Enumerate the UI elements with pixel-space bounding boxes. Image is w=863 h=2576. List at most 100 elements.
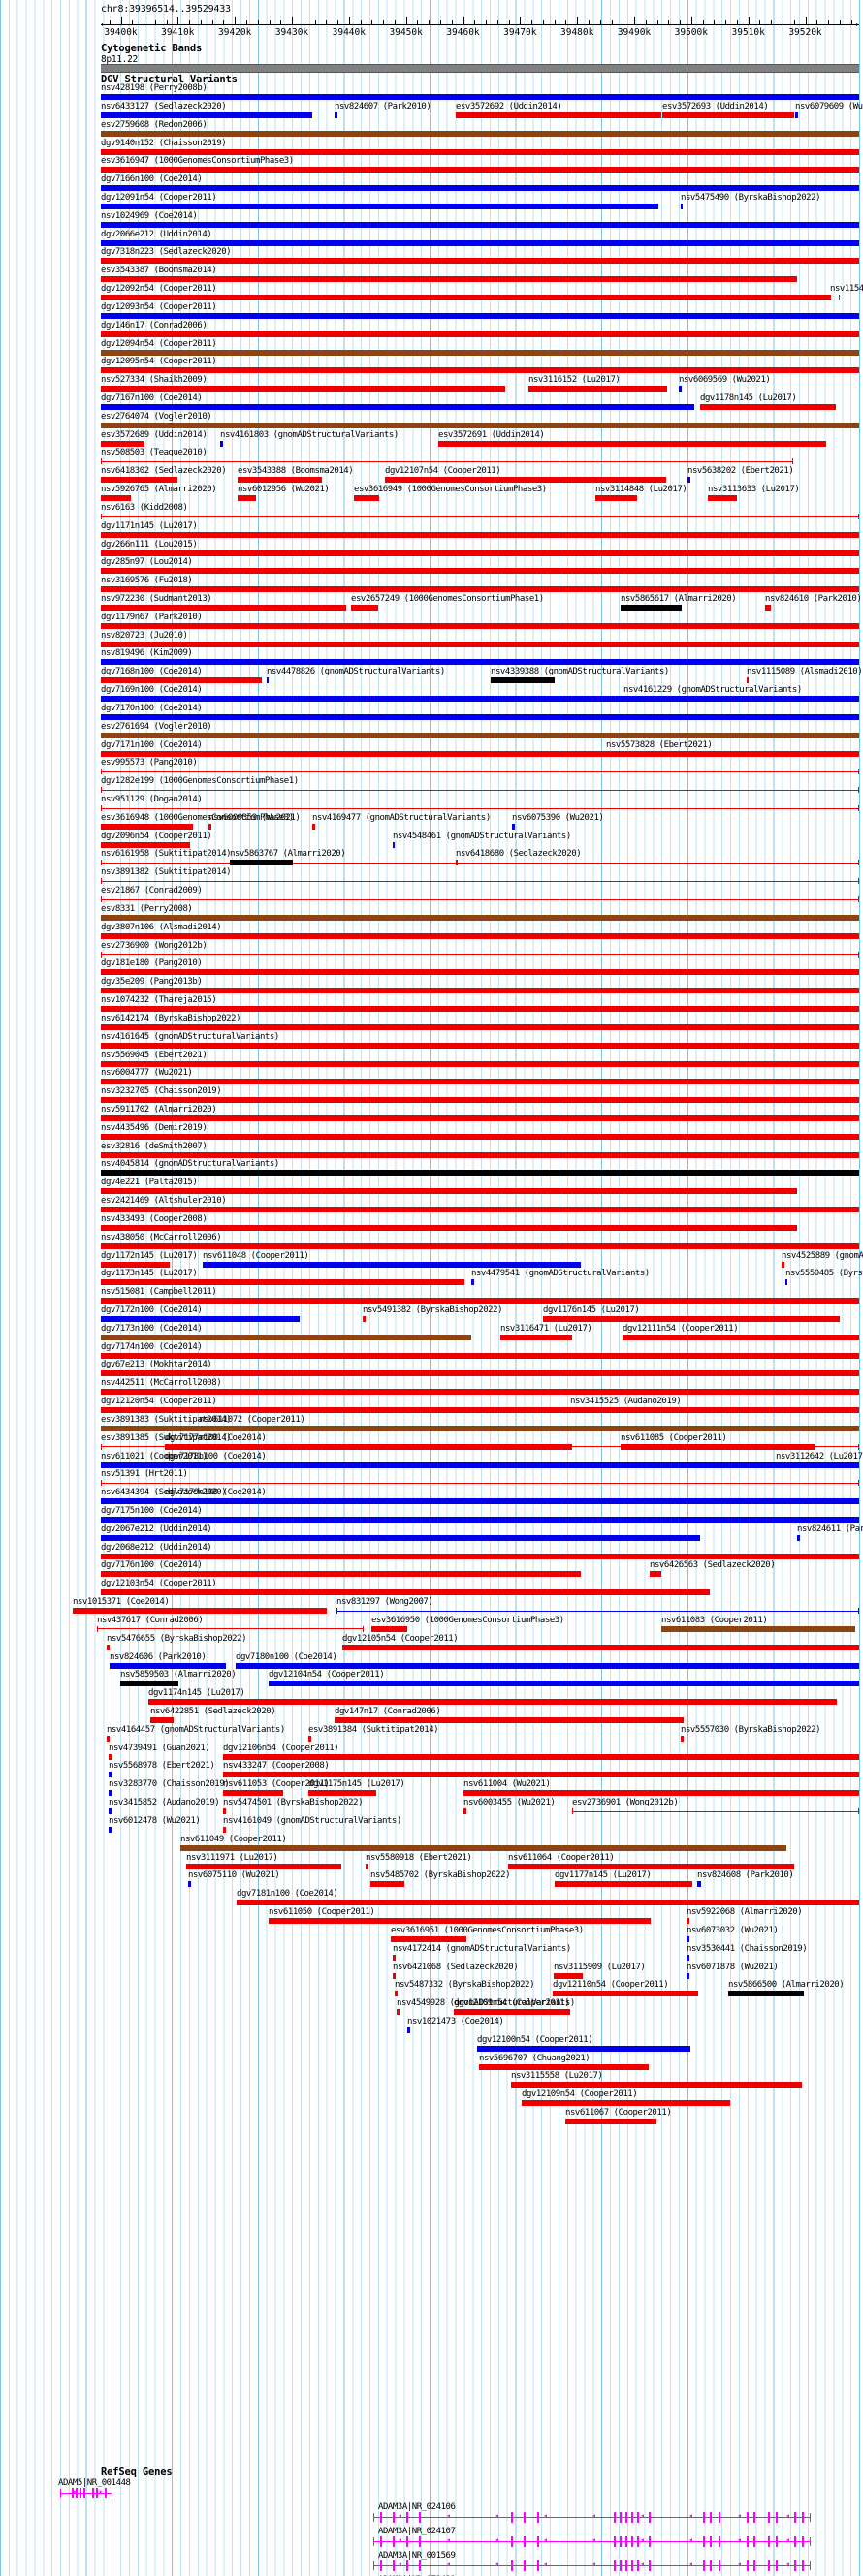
gene-exon[interactable] bbox=[536, 2560, 539, 2571]
gene-exon[interactable] bbox=[718, 2536, 720, 2547]
variant-bar[interactable] bbox=[395, 1991, 398, 1997]
gene-exon[interactable] bbox=[405, 2536, 408, 2547]
variant-bar[interactable] bbox=[393, 1954, 396, 1961]
variant-bar[interactable] bbox=[97, 1628, 364, 1630]
variant-bar[interactable] bbox=[101, 1517, 859, 1523]
variant-bar[interactable] bbox=[785, 1279, 787, 1286]
variant-bar[interactable] bbox=[101, 94, 859, 100]
variant-bar[interactable] bbox=[148, 1699, 837, 1706]
variant-bar[interactable] bbox=[681, 203, 683, 209]
variant-bar[interactable] bbox=[101, 1352, 859, 1359]
gene-exon[interactable] bbox=[536, 2512, 539, 2523]
variant-bar[interactable] bbox=[180, 1844, 786, 1851]
variant-bar[interactable] bbox=[335, 1717, 684, 1723]
variant-bar[interactable] bbox=[101, 1133, 859, 1140]
variant-bar[interactable] bbox=[101, 312, 859, 319]
variant-bar[interactable] bbox=[101, 841, 190, 848]
variant-bar[interactable] bbox=[165, 1461, 743, 1468]
variant-bar[interactable] bbox=[312, 823, 315, 830]
gene-exon[interactable] bbox=[630, 2512, 633, 2523]
variant-bar[interactable] bbox=[267, 677, 269, 684]
variant-bar[interactable] bbox=[101, 1188, 797, 1195]
variant-bar[interactable] bbox=[101, 516, 859, 518]
variant-bar[interactable] bbox=[101, 349, 859, 356]
variant-bar[interactable] bbox=[101, 641, 859, 647]
gene-exon[interactable] bbox=[91, 2488, 94, 2498]
variant-bar[interactable] bbox=[101, 1279, 464, 1286]
gene-exon[interactable] bbox=[801, 2560, 804, 2571]
variant-bar[interactable] bbox=[782, 1261, 784, 1268]
gene-exon[interactable] bbox=[405, 2560, 408, 2571]
gene-exon[interactable] bbox=[379, 2560, 382, 2571]
variant-bar[interactable] bbox=[101, 988, 859, 994]
gene-exon[interactable] bbox=[753, 2512, 756, 2523]
variant-bar[interactable] bbox=[101, 1079, 859, 1085]
gene-exon[interactable] bbox=[104, 2488, 107, 2498]
variant-bar[interactable] bbox=[623, 1334, 859, 1340]
variant-bar[interactable] bbox=[555, 1881, 692, 1888]
variant-bar[interactable] bbox=[528, 386, 667, 393]
variant-bar[interactable] bbox=[101, 1151, 859, 1158]
variant-bar[interactable] bbox=[101, 239, 859, 246]
gene-exon[interactable] bbox=[746, 2512, 749, 2523]
variant-bar[interactable] bbox=[101, 1589, 710, 1596]
variant-bar[interactable] bbox=[708, 495, 737, 501]
gene-exon[interactable] bbox=[510, 2536, 513, 2547]
variant-bar[interactable] bbox=[101, 460, 793, 462]
variant-bar[interactable] bbox=[101, 605, 346, 611]
gene-exon[interactable] bbox=[536, 2536, 539, 2547]
variant-bar[interactable] bbox=[101, 1334, 471, 1340]
variant-bar[interactable] bbox=[101, 276, 797, 283]
variant-bar[interactable] bbox=[500, 1334, 572, 1340]
gene-exon[interactable] bbox=[801, 2536, 804, 2547]
variant-bar[interactable] bbox=[621, 1443, 815, 1450]
variant-bar[interactable] bbox=[795, 111, 798, 118]
variant-bar[interactable] bbox=[700, 403, 836, 410]
variant-bar[interactable] bbox=[101, 330, 859, 337]
variant-bar[interactable] bbox=[363, 1315, 366, 1322]
gene-exon[interactable] bbox=[524, 2560, 527, 2571]
gene-exon[interactable] bbox=[794, 2560, 797, 2571]
variant-bar[interactable] bbox=[728, 1991, 804, 1997]
variant-bar[interactable] bbox=[238, 477, 322, 484]
variant-bar[interactable] bbox=[101, 495, 131, 501]
variant-bar[interactable] bbox=[223, 1753, 859, 1760]
variant-bar[interactable] bbox=[120, 1681, 178, 1687]
gene-exon[interactable] bbox=[768, 2560, 771, 2571]
variant-bar[interactable] bbox=[797, 1534, 800, 1541]
gene-exon[interactable] bbox=[775, 2536, 778, 2547]
variant-bar[interactable] bbox=[109, 1808, 112, 1815]
gene-exon[interactable] bbox=[405, 2512, 408, 2523]
gene-exon[interactable] bbox=[710, 2560, 713, 2571]
variant-bar[interactable] bbox=[223, 1826, 226, 1833]
variant-bar[interactable] bbox=[747, 677, 749, 684]
ruler-right-arrow[interactable]: → bbox=[852, 19, 859, 30]
variant-bar[interactable] bbox=[101, 862, 859, 864]
variant-bar[interactable] bbox=[553, 1991, 698, 1997]
gene-exon[interactable] bbox=[648, 2536, 651, 2547]
variant-bar[interactable] bbox=[595, 495, 637, 501]
variant-bar[interactable] bbox=[687, 1935, 689, 1942]
variant-bar[interactable] bbox=[351, 605, 378, 611]
gene-exon[interactable] bbox=[524, 2536, 527, 2547]
variant-bar[interactable] bbox=[101, 1006, 859, 1012]
gene-exon[interactable] bbox=[702, 2512, 705, 2523]
gene-exon[interactable] bbox=[613, 2560, 616, 2571]
variant-bar[interactable] bbox=[101, 167, 859, 173]
gene-exon[interactable] bbox=[768, 2512, 771, 2523]
gene-exon[interactable] bbox=[419, 2512, 422, 2523]
variant-bar[interactable] bbox=[101, 880, 859, 882]
variant-bar[interactable] bbox=[208, 823, 211, 830]
gene-exon[interactable] bbox=[71, 2488, 74, 2498]
variant-bar[interactable] bbox=[463, 1790, 859, 1797]
variant-bar[interactable] bbox=[101, 1553, 859, 1559]
gene-exon[interactable] bbox=[83, 2488, 86, 2498]
gene-exon[interactable] bbox=[794, 2536, 797, 2547]
gene-exon[interactable] bbox=[746, 2560, 749, 2571]
variant-bar[interactable] bbox=[456, 111, 661, 118]
gene-exon[interactable] bbox=[524, 2512, 527, 2523]
variant-bar[interactable] bbox=[101, 1298, 859, 1304]
variant-bar[interactable] bbox=[623, 696, 626, 703]
variant-bar[interactable] bbox=[101, 403, 694, 410]
variant-bar[interactable] bbox=[238, 495, 256, 501]
